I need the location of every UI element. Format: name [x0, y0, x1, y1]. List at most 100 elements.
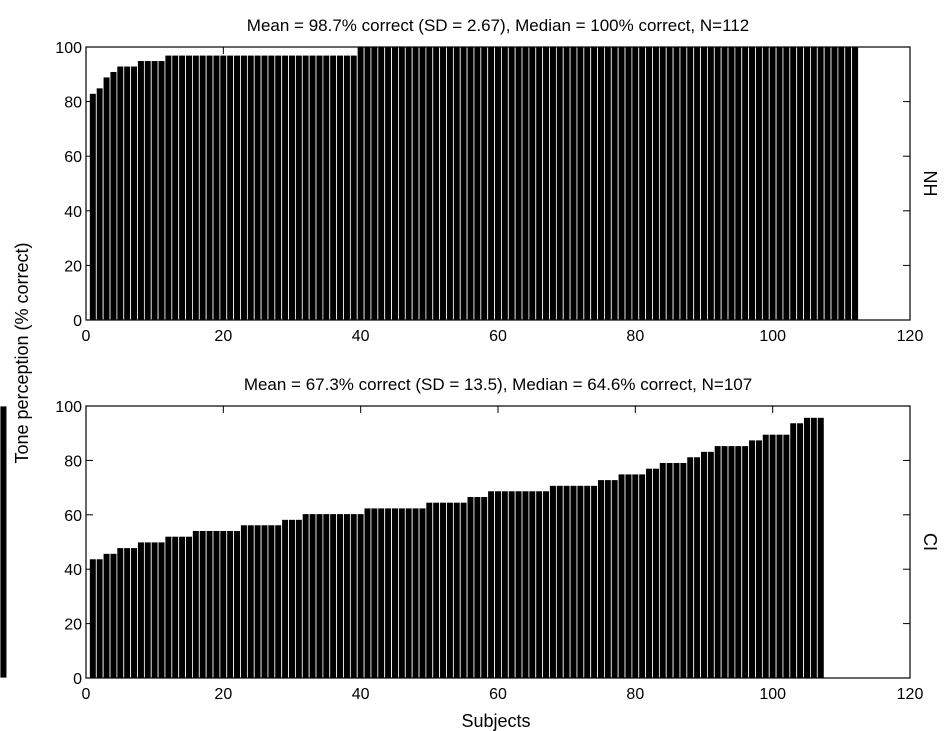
nh-bar-55	[459, 46, 468, 321]
nh-bar-12	[164, 54, 173, 321]
nh-bar-106	[810, 46, 818, 321]
ci-y-tick-label: 100	[55, 399, 82, 416]
nh-bar-100	[768, 46, 777, 321]
nh-bar-94	[727, 46, 736, 321]
ci-bar-7	[130, 547, 138, 679]
ci-bar-14	[178, 535, 186, 679]
ci-bar-104	[796, 422, 804, 679]
nh-bar-9	[143, 60, 152, 321]
ci-bar-3	[102, 553, 111, 679]
nh-bar-48	[411, 46, 420, 321]
nh-bar-65	[528, 46, 537, 321]
ci-bar-87	[679, 462, 688, 679]
nh-bar-109	[830, 46, 839, 321]
nh-bar-70	[562, 46, 571, 321]
ci-bar-18	[205, 530, 214, 679]
ci-bar-36	[329, 513, 338, 679]
ci-bar-undefined	[0, 405, 8, 679]
ci-bar-91	[707, 451, 715, 679]
ci-x-tick-label: 60	[489, 686, 507, 703]
nh-bar-93	[720, 46, 729, 321]
ci-bar-107	[816, 417, 825, 679]
nh-bar-42	[370, 46, 379, 321]
nh-bar-46	[398, 46, 406, 321]
nh-bar-101	[775, 46, 784, 321]
ci-y-tick-label: 20	[64, 617, 82, 634]
nh-bar-52	[439, 46, 447, 321]
ci-bar-90	[700, 451, 708, 679]
nh-bar-14	[178, 54, 186, 321]
ci-title: Mean = 67.3% correct (SD = 13.5), Median…	[244, 375, 752, 394]
ci-bar-101	[775, 433, 784, 679]
nh-bar-105	[803, 46, 811, 321]
nh-bar-97	[748, 46, 756, 321]
ci-bar-88	[686, 456, 695, 679]
ci-bar-71	[569, 485, 578, 679]
ci-bar-83	[652, 467, 660, 679]
ci-bar-98	[755, 439, 763, 679]
ci-bar-52	[439, 501, 447, 679]
nh-bar-67	[542, 46, 550, 321]
ci-bar-95	[734, 445, 743, 679]
nh-bar-15	[185, 54, 193, 321]
nh-bar-68	[549, 46, 557, 321]
ci-bar-48	[411, 507, 420, 679]
ci-bar-60	[494, 490, 502, 679]
nh-x-tick-label: 80	[626, 328, 644, 345]
ci-bar-39	[349, 513, 358, 679]
nh-bar-92	[713, 46, 722, 321]
x-axis-label: Subjects	[461, 711, 530, 731]
nh-bar-81	[638, 46, 647, 321]
nh-bar-20	[219, 54, 228, 321]
nh-bar-13	[171, 54, 180, 321]
nh-bar-73	[583, 46, 592, 321]
nh-bar-43	[377, 46, 386, 321]
ci-bar-80	[631, 473, 640, 679]
nh-y-tick-label: 40	[64, 204, 82, 221]
ci-panel-label: CI	[920, 533, 940, 551]
nh-bar-74	[590, 46, 598, 321]
nh-bar-80	[631, 46, 640, 321]
ci-bar-8	[137, 541, 145, 679]
nh-bar-35	[322, 54, 331, 321]
nh-bar-56	[466, 46, 475, 321]
nh-bar-2	[95, 87, 104, 321]
ci-bar-29	[281, 519, 289, 679]
nh-bar-98	[755, 46, 763, 321]
nh-bar-27	[267, 54, 276, 321]
nh-bar-11	[157, 60, 166, 321]
ci-bar-50	[425, 501, 434, 679]
ci-bar-102	[782, 433, 791, 679]
ci-bar-37	[336, 513, 344, 679]
ci-y-tick-label: 60	[64, 508, 82, 525]
nh-bar-8	[137, 60, 145, 321]
nh-bar-66	[535, 46, 544, 321]
ci-bar-34	[315, 513, 324, 679]
nh-bar-62	[507, 46, 516, 321]
nh-bar-110	[837, 46, 846, 321]
ci-bar-21	[226, 530, 235, 679]
ci-bar-86	[672, 462, 681, 679]
ci-bar-89	[693, 456, 701, 679]
ci-bar-2	[95, 558, 104, 679]
ci-bar-57	[473, 496, 482, 679]
nh-bar-47	[404, 46, 413, 321]
y-axis-label: Tone perception (% correct)	[12, 242, 32, 463]
nh-bar-33	[308, 54, 317, 321]
nh-bar-44	[384, 46, 392, 321]
ci-bar-93	[720, 445, 729, 679]
nh-bar-87	[679, 46, 688, 321]
nh-bar-58	[480, 46, 489, 321]
ci-x-tick-label: 80	[626, 686, 644, 703]
ci-bar-84	[658, 462, 667, 679]
ci-x-tick-label: 100	[759, 686, 786, 703]
ci-bar-105	[803, 417, 811, 679]
ci-y-tick-label: 80	[64, 453, 82, 470]
ci-y-tick-label: 0	[73, 671, 82, 688]
ci-panel: Mean = 67.3% correct (SD = 13.5), Median…	[0, 375, 940, 703]
nh-bar-4	[109, 71, 118, 321]
nh-bar-75	[597, 46, 605, 321]
nh-bar-95	[734, 46, 743, 321]
nh-y-tick-label: 80	[64, 95, 82, 112]
